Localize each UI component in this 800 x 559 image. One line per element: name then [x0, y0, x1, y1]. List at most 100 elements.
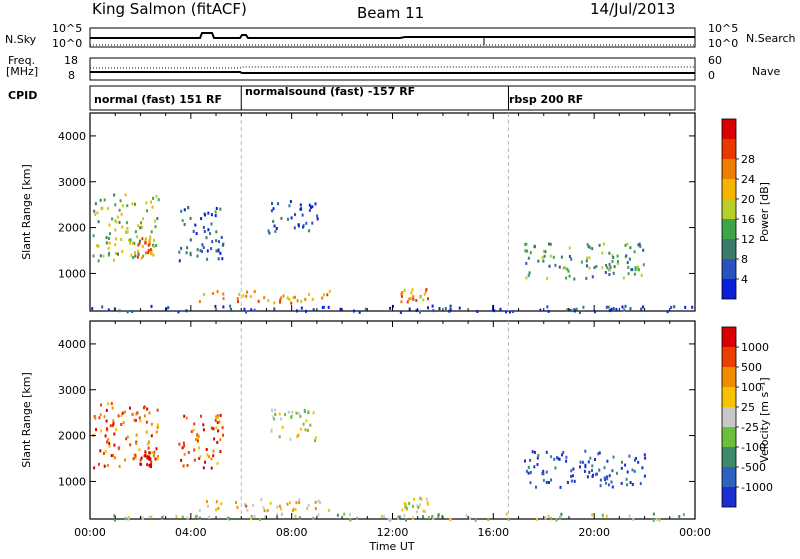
power-cell — [115, 237, 118, 241]
velocity-cell — [102, 452, 105, 455]
velocity-y-axis-label: Slant Range [km] — [20, 372, 33, 468]
power-cell — [274, 229, 277, 233]
power-cell — [691, 305, 694, 309]
velocity-cell — [611, 485, 614, 489]
power-cell — [180, 209, 183, 213]
power-cell — [206, 249, 209, 253]
y-tick-label: 3000 — [58, 384, 86, 397]
velocity-cell — [218, 420, 221, 424]
power-cell — [403, 288, 406, 292]
velocity-cell — [193, 448, 196, 452]
velocity-cell — [183, 452, 186, 456]
velocity-cell — [138, 448, 141, 452]
power-cell — [277, 202, 280, 206]
velocity-cell — [264, 515, 267, 519]
power-cell — [180, 246, 183, 250]
power-patch-4 — [198, 289, 331, 305]
power-cell — [202, 293, 205, 296]
power-cell — [141, 244, 144, 248]
velocity-cell — [641, 466, 644, 470]
power-cell — [145, 237, 147, 241]
power-cell — [134, 251, 136, 255]
velocity-cell — [298, 516, 301, 520]
power-cell — [185, 251, 188, 255]
freq-strip — [89, 57, 696, 81]
velocity-cell — [427, 516, 430, 519]
power-cell — [558, 265, 561, 269]
power-cell — [585, 259, 588, 263]
power-cell — [144, 241, 147, 245]
power-cell — [209, 232, 211, 236]
power-cell — [107, 207, 110, 211]
velocity-cell — [529, 458, 532, 462]
velocity-cell — [615, 471, 618, 475]
power-cell — [222, 292, 225, 296]
velocity-cell — [199, 455, 202, 459]
velocity-cell — [336, 513, 339, 517]
velocity-cell — [307, 503, 310, 507]
power-cell — [267, 299, 270, 303]
velocity-cell — [122, 421, 125, 425]
power-cell — [638, 242, 641, 246]
velocity-cell — [202, 428, 205, 432]
power-cell — [229, 304, 232, 308]
power-cell — [389, 306, 392, 310]
power-cell — [152, 196, 155, 200]
power-cell — [189, 238, 192, 242]
velocity-cell — [207, 455, 210, 459]
velocity-cell — [299, 427, 302, 431]
cpid-segment-1: normal (fast) 151 RF — [94, 93, 222, 106]
velocity-cell — [295, 411, 298, 415]
velocity-cell — [550, 517, 553, 521]
velocity-cell — [586, 475, 589, 479]
power-cell — [634, 266, 637, 270]
power-cell — [117, 252, 119, 256]
velocity-cell — [507, 517, 510, 521]
velocity-cell — [547, 514, 550, 518]
power-cell — [201, 243, 204, 247]
power-cell — [609, 266, 612, 269]
power-cell — [196, 254, 199, 258]
velocity-cell — [427, 502, 429, 506]
power-cell — [608, 251, 611, 255]
power-cell — [149, 248, 152, 251]
velocity-patch-3 — [178, 413, 224, 470]
velocity-cell — [420, 497, 423, 501]
power-cell — [275, 227, 278, 230]
velocity-patch-5 — [270, 408, 317, 443]
power-cell — [237, 300, 239, 304]
power-cell — [565, 276, 568, 280]
velocity-cell — [269, 501, 272, 505]
velocity-cell — [181, 515, 184, 519]
power-cell — [129, 238, 132, 242]
axes: 1000 2000 3000 4000 1000 2000 3000 4000 00:00 04:… — [58, 113, 711, 539]
velocity-cell — [598, 468, 601, 472]
velocity-cell — [605, 514, 608, 518]
velocity-cell — [108, 444, 111, 448]
mhz-label: [MHz] — [6, 65, 38, 78]
velocity-cell — [216, 414, 219, 418]
power-cell — [673, 305, 676, 309]
velocity-cell — [104, 434, 107, 438]
velocity-cell — [587, 460, 590, 464]
power-cell — [568, 255, 571, 258]
velocity-cell — [146, 407, 149, 411]
power-cell — [217, 240, 220, 244]
y-tick-label: 3000 — [58, 176, 86, 189]
power-cell — [328, 289, 331, 293]
power-cell — [569, 309, 572, 312]
velocity-cell — [150, 422, 153, 426]
velocity-cell — [110, 454, 113, 458]
power-cell — [178, 250, 181, 254]
power-cell — [216, 290, 219, 294]
power-cell — [616, 261, 619, 265]
power-cell — [207, 228, 210, 232]
y-tick-label: 2000 — [58, 430, 86, 443]
velocity-cell — [312, 411, 315, 415]
velocity-cell — [565, 455, 568, 459]
power-cell — [194, 223, 197, 227]
power-cell — [302, 224, 305, 228]
power-cell — [211, 240, 214, 244]
cpid-strip — [89, 85, 696, 111]
velocity-cell — [135, 441, 138, 445]
